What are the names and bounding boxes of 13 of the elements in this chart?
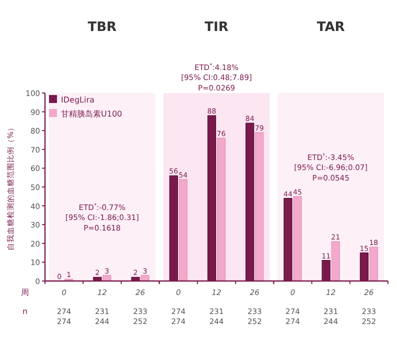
legend-label: 甘精胰岛素U100 [61,110,122,118]
bar [178,179,188,282]
text: 周 [21,288,29,297]
chart-title: TBR [88,20,117,35]
bar [331,241,340,282]
bar [255,132,264,282]
chart-title: TIR [204,20,228,35]
legend-label: IDegLira [61,96,94,104]
bar [369,246,378,282]
chart-title: TAR [316,20,345,35]
text: n [22,307,28,316]
bar [216,138,226,282]
bar [293,196,302,282]
